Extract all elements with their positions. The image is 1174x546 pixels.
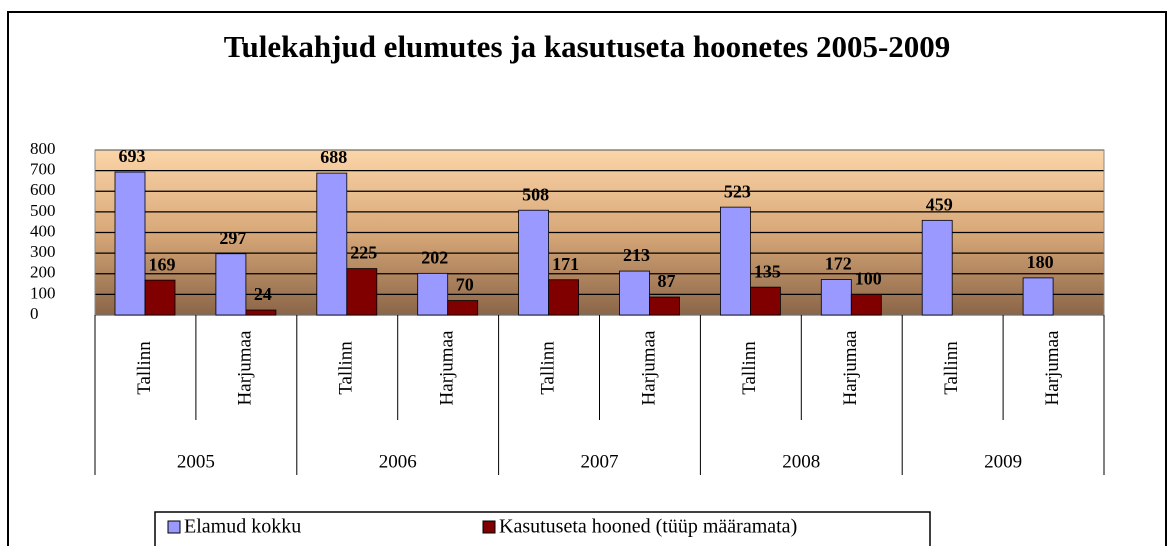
data-label: 135	[754, 261, 781, 281]
legend-label: Kasutuseta hooned (tüüp määramata)	[499, 516, 797, 538]
data-label: 459	[926, 194, 953, 214]
bar	[316, 172, 348, 316]
bar	[346, 268, 378, 316]
bar	[144, 279, 176, 316]
bar	[921, 219, 953, 316]
legend-swatch	[167, 520, 181, 534]
bar	[750, 286, 781, 316]
data-label: 297	[219, 228, 246, 248]
data-label: 688	[320, 147, 347, 167]
bar	[417, 272, 449, 316]
bar	[518, 209, 549, 316]
data-label: 213	[623, 245, 650, 265]
bar	[1022, 277, 1054, 316]
x-tick-label: Tallinn	[537, 341, 558, 395]
data-label: 24	[254, 284, 272, 304]
x-tick-label: Harjumaa	[235, 330, 256, 405]
data-label: 70	[456, 275, 474, 295]
bar	[820, 279, 852, 316]
y-tick-label: 100	[30, 283, 56, 302]
group-label: 2006	[379, 451, 417, 472]
data-label: 693	[119, 146, 146, 166]
bar	[619, 270, 650, 316]
data-label: 169	[149, 254, 176, 274]
data-label: 172	[825, 254, 852, 274]
y-tick-label: 500	[30, 201, 56, 220]
bar	[720, 206, 751, 316]
bar	[850, 293, 882, 316]
data-label: 87	[658, 271, 676, 291]
y-tick-label: 200	[30, 263, 56, 282]
y-tick-label: 800	[30, 139, 56, 158]
bar	[114, 171, 146, 316]
x-tick-label: Harjumaa	[840, 330, 861, 405]
x-tick-label: Tallinn	[941, 341, 962, 395]
y-tick-label: 600	[30, 180, 56, 199]
legend-swatch	[482, 520, 496, 534]
group-label: 2009	[984, 451, 1022, 472]
x-tick-label: Harjumaa	[1042, 330, 1063, 405]
legend-label: Elamud kokku	[184, 516, 301, 538]
legend-box	[154, 511, 931, 546]
x-tick-label: Tallinn	[134, 341, 155, 395]
y-tick-label: 400	[30, 221, 56, 240]
bar	[649, 296, 680, 316]
data-label: 171	[552, 254, 579, 274]
group-label: 2007	[581, 451, 619, 472]
x-tick-label: Tallinn	[336, 341, 357, 395]
x-tick-label: Tallinn	[739, 341, 760, 395]
y-tick-label: 700	[30, 160, 56, 179]
data-label: 202	[421, 247, 448, 267]
data-label: 100	[855, 269, 882, 289]
data-label: 523	[724, 181, 751, 201]
x-tick-label: Harjumaa	[437, 330, 458, 405]
group-label: 2008	[782, 451, 820, 472]
bar	[245, 309, 277, 316]
data-label: 225	[350, 243, 377, 263]
bar	[215, 253, 247, 316]
data-label: 180	[1027, 252, 1054, 272]
data-label: 508	[522, 184, 549, 204]
group-label: 2005	[177, 451, 215, 472]
bar	[447, 300, 479, 316]
bar	[548, 279, 579, 316]
y-tick-label: 0	[30, 304, 39, 323]
x-tick-label: Harjumaa	[638, 330, 659, 405]
y-tick-label: 300	[30, 242, 56, 261]
chart-title: Tulekahjud elumutes ja kasutuseta hoonet…	[224, 29, 951, 64]
